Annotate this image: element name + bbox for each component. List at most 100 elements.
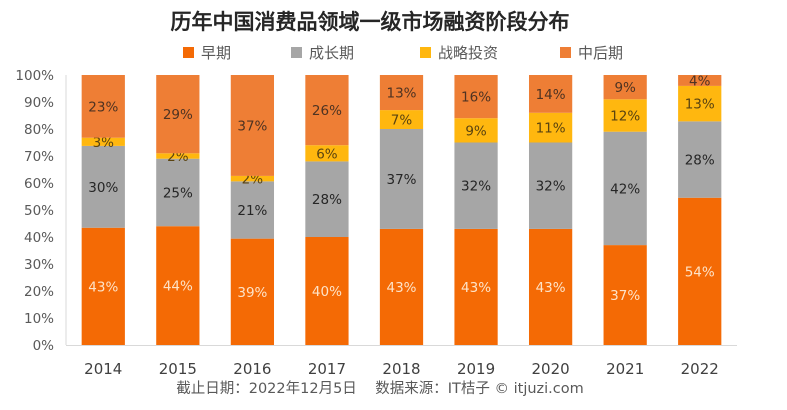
y-tick-label: 20% [24,284,54,300]
bar-stack-2020: 43% 32% 11% 14% [528,75,573,345]
data-label: 21% [237,203,267,219]
legend-item: 战略投资 [420,44,498,62]
bar-segment [156,226,200,345]
data-label: 14% [536,87,566,103]
data-label: 37% [386,172,416,188]
y-tick-label: 30% [24,257,54,273]
bar-segment [156,75,200,154]
data-label: 13% [386,86,416,102]
bar-segment [230,75,275,176]
bar-segment [230,181,275,239]
bar-segment [305,145,349,162]
footnote: 截止日期：2022年12月5日 数据来源：IT桔子 © itjuzi.com [176,380,584,397]
y-tick-label: 70% [24,149,54,165]
y-axis: 0% 10% 20% 30% 40% 50% 60% 70% 80% 90% 100% [15,68,67,354]
bar-segment [81,75,125,138]
bar-stack-2016: 39%21%2%37% [230,75,275,345]
data-label: 37% [610,288,640,304]
data-label: 30% [88,180,118,196]
data-label: 7% [391,113,413,129]
bar-stack-2017: 40% 28% 6% 26% [305,75,349,345]
bar-segment [305,161,349,237]
x-tick-label: 2019 [457,360,495,378]
data-label: 37% [237,118,267,134]
y-tick-label: 10% [24,311,54,327]
x-tick-label: 2015 [159,360,197,378]
data-label: 32% [536,179,566,195]
chart-title: 历年中国消费品领域一级市场融资阶段分布 [171,10,570,34]
data-label: 43% [461,280,491,296]
data-label: 43% [88,279,118,295]
bar-segment [156,153,200,159]
legend: 早期 成长期 战略投资 中后期 [183,44,623,62]
legend-label: 中后期 [578,44,623,62]
bar-segment [230,238,275,345]
bar-segment [678,75,722,86]
y-tick-label: 0% [33,338,55,354]
bar-segment [379,110,424,129]
data-label: 42% [610,181,640,197]
bar-segment [528,228,573,345]
bar-segment [678,121,722,198]
data-label: 28% [685,153,715,169]
data-label: 23% [88,99,118,115]
x-tick-label: 2018 [382,360,420,378]
data-label: 13% [685,97,715,113]
bar-segment [528,142,573,229]
x-tick-label: 2014 [84,360,122,378]
data-label: 32% [461,179,491,195]
y-tick-label: 90% [24,95,54,111]
data-label: 44% [163,279,193,295]
legend-swatch [291,47,302,58]
bar-segment [454,142,498,229]
bar-segment [678,197,722,345]
bar-segment [603,75,647,100]
bar-stack-2021: 37% 42% 12% 9% [603,75,647,345]
x-tick-label: 2021 [606,360,644,378]
data-label: 39% [237,285,267,301]
bar-segment [230,175,275,182]
data-label: 54% [685,264,715,280]
bar-segment [305,75,349,146]
data-label: 3% [93,135,115,151]
bar-stack-2015: 44%25%2%29% [156,75,200,345]
bar-segment [305,237,349,345]
data-label: 4% [689,73,711,89]
bar-segment [454,228,498,345]
y-tick-label: 100% [15,68,54,84]
x-tick-label: 2022 [681,360,719,378]
bar-segment [81,137,125,146]
y-tick-label: 40% [24,230,54,246]
bar-segment [678,85,722,122]
bar-segment [379,129,424,229]
legend-label: 早期 [201,44,231,62]
y-tick-label: 60% [24,176,54,192]
data-label: 11% [536,121,566,137]
data-label: 40% [312,284,342,300]
legend-item: 早期 [183,44,231,62]
data-label: 25% [163,185,193,201]
data-label: 16% [461,90,491,106]
legend-label: 战略投资 [438,44,498,62]
legend-item: 中后期 [560,44,623,62]
bar-stack-2018: 43% 37% 7% 13% [379,75,424,345]
data-label: 9% [465,123,487,139]
legend-swatch [560,47,571,58]
data-label: 26% [312,103,342,119]
data-label: 43% [386,280,416,296]
legend-label: 成长期 [309,44,354,62]
x-axis: 2014 2015 2016 2017 2018 2019 2020 2021 2022 [66,345,737,378]
data-label: 29% [163,107,193,123]
x-tick-label: 2016 [233,360,271,378]
data-label: 28% [312,192,342,208]
bar-segment [603,131,647,246]
bar-segment [528,75,573,113]
x-tick-label: 2017 [308,360,346,378]
legend-swatch [420,47,431,58]
bar-stack-2019: 43% 32% 9% 16% [454,75,498,345]
legend-swatch [183,47,194,58]
bar-stack-2014: 43% 30% 3% 23% [81,75,125,345]
bar-segment [528,112,573,143]
x-tick-label: 2020 [532,360,570,378]
